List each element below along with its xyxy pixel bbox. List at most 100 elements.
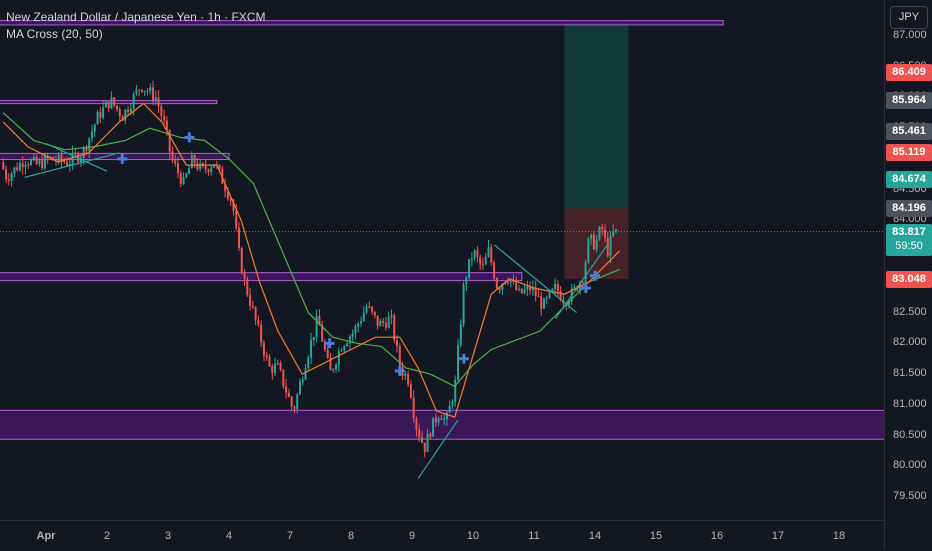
candle[interactable] — [149, 83, 152, 95]
candle[interactable] — [113, 97, 116, 108]
symbol-title[interactable]: New Zealand Dollar / Japanese Yen · 1h ·… — [6, 10, 266, 24]
candle[interactable] — [337, 347, 340, 372]
candle[interactable] — [603, 223, 606, 243]
candle[interactable] — [110, 91, 113, 110]
candle[interactable] — [18, 159, 21, 172]
candle[interactable] — [5, 165, 8, 184]
candle[interactable] — [368, 301, 371, 309]
candle[interactable] — [249, 287, 252, 311]
candle[interactable] — [479, 254, 482, 271]
candle[interactable] — [445, 410, 448, 426]
candle[interactable] — [326, 345, 329, 359]
candle[interactable] — [96, 109, 99, 125]
candle[interactable] — [243, 269, 246, 286]
candle[interactable] — [359, 316, 362, 327]
candle[interactable] — [298, 378, 301, 396]
indicator-title[interactable]: MA Cross (20, 50) — [6, 27, 103, 41]
candle[interactable] — [362, 306, 365, 322]
candle[interactable] — [165, 115, 168, 137]
candle[interactable] — [346, 341, 349, 347]
candle[interactable] — [10, 171, 13, 187]
candle[interactable] — [393, 313, 396, 344]
candle[interactable] — [179, 170, 182, 188]
candle[interactable] — [545, 295, 548, 304]
candle[interactable] — [476, 246, 479, 263]
candle[interactable] — [265, 351, 268, 361]
candle[interactable] — [91, 124, 94, 143]
candle[interactable] — [240, 246, 243, 275]
candle[interactable] — [481, 258, 484, 271]
candle[interactable] — [384, 316, 387, 331]
candle[interactable] — [434, 413, 437, 427]
candle[interactable] — [379, 318, 382, 327]
candle[interactable] — [493, 260, 496, 281]
candle[interactable] — [282, 369, 285, 389]
candle[interactable] — [429, 432, 432, 439]
candle[interactable] — [598, 225, 601, 242]
candle[interactable] — [423, 442, 426, 458]
plot-area[interactable]: New Zealand Dollar / Japanese Yen · 1h ·… — [0, 0, 884, 520]
candle[interactable] — [315, 309, 318, 343]
candle[interactable] — [534, 280, 537, 302]
candle[interactable] — [490, 243, 493, 266]
candle[interactable] — [357, 321, 360, 333]
candle[interactable] — [409, 380, 412, 400]
candle[interactable] — [365, 303, 368, 315]
candle[interactable] — [548, 290, 551, 300]
candle[interactable] — [268, 353, 271, 368]
candle[interactable] — [457, 338, 460, 382]
candle[interactable] — [21, 156, 24, 175]
candle[interactable] — [285, 379, 288, 399]
candle[interactable] — [35, 154, 38, 166]
candle[interactable] — [465, 275, 468, 291]
currency-button[interactable]: JPY — [890, 6, 928, 29]
candle[interactable] — [443, 413, 446, 425]
candle[interactable] — [426, 428, 429, 452]
candle[interactable] — [371, 306, 374, 316]
zone-box-2[interactable] — [0, 152, 230, 161]
candle[interactable] — [509, 280, 512, 288]
candle[interactable] — [229, 196, 232, 206]
candle[interactable] — [157, 90, 160, 113]
candle[interactable] — [612, 224, 615, 238]
candle[interactable] — [138, 89, 141, 97]
ma-slow-line[interactable] — [2, 112, 620, 388]
trendline[interactable] — [554, 244, 608, 320]
candle[interactable] — [567, 298, 570, 309]
candle[interactable] — [257, 315, 260, 327]
candle[interactable] — [396, 335, 399, 353]
zone-box-3[interactable] — [0, 272, 523, 282]
candle[interactable] — [196, 157, 199, 172]
candle[interactable] — [224, 178, 227, 198]
candle[interactable] — [459, 319, 462, 348]
candle[interactable] — [343, 344, 346, 353]
zone-box-0[interactable] — [0, 20, 724, 26]
candle[interactable] — [529, 281, 532, 295]
candle[interactable] — [312, 336, 315, 347]
candle[interactable] — [321, 320, 324, 342]
trendline[interactable] — [493, 244, 578, 314]
candle[interactable] — [454, 375, 457, 408]
candle[interactable] — [115, 105, 118, 112]
candle[interactable] — [154, 90, 157, 106]
candle[interactable] — [176, 156, 179, 179]
candle[interactable] — [301, 376, 304, 386]
candle[interactable] — [260, 320, 263, 347]
candle[interactable] — [254, 306, 257, 326]
candle[interactable] — [606, 232, 609, 258]
candle[interactable] — [246, 276, 249, 298]
candle[interactable] — [390, 309, 393, 325]
price-axis[interactable]: 87.00086.50086.00085.50085.00084.50084.0… — [884, 0, 932, 550]
candle[interactable] — [518, 284, 521, 292]
candle[interactable] — [152, 80, 155, 106]
candle[interactable] — [484, 252, 487, 265]
candle[interactable] — [174, 154, 177, 168]
candle[interactable] — [296, 392, 299, 414]
candle[interactable] — [41, 153, 44, 171]
candle[interactable] — [135, 84, 138, 97]
candle[interactable] — [351, 329, 354, 344]
candle[interactable] — [537, 288, 540, 298]
candle[interactable] — [373, 311, 376, 319]
candle[interactable] — [310, 332, 313, 365]
